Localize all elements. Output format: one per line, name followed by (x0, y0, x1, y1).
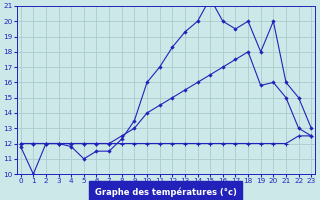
X-axis label: Graphe des températures (°c): Graphe des températures (°c) (95, 187, 237, 197)
